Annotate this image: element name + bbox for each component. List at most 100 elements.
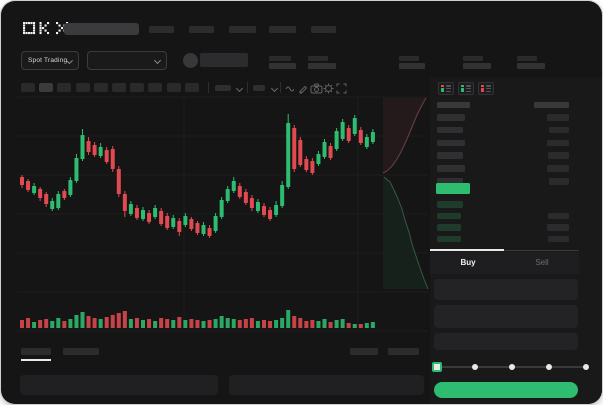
stat-label: [269, 56, 291, 61]
mode-color-square: [461, 84, 464, 87]
timeframe-button-5[interactable]: [112, 83, 126, 92]
mode-color-square: [481, 90, 484, 93]
last-price-block: [200, 53, 248, 67]
buy-row-price[interactable]: [437, 224, 461, 231]
mode-line: [466, 87, 471, 90]
trade-field-2[interactable]: [434, 333, 578, 350]
mode-color-square: [441, 90, 444, 93]
sell-row-amount[interactable]: [547, 139, 569, 147]
trade-field-0[interactable]: [434, 279, 578, 300]
slider-stop-4[interactable]: [583, 364, 589, 370]
nav-item-3[interactable]: [269, 26, 296, 33]
bottom-toolbar-block-0[interactable]: [350, 348, 378, 355]
buy-row-price[interactable]: [437, 212, 461, 219]
chevron-down-icon: [153, 56, 162, 65]
nav-item-0[interactable]: [149, 26, 174, 33]
mode-line: [446, 90, 451, 92]
bottom-tab-active-indicator: [21, 359, 51, 361]
buy-row-price[interactable]: [437, 235, 461, 242]
timeframe-button-0[interactable]: [21, 83, 35, 92]
orderbook-col-header-price: [437, 102, 470, 108]
last-price-badge[interactable]: [436, 183, 470, 194]
market-type-label: Spot Trading: [28, 57, 68, 64]
bottom-tab-0[interactable]: [21, 348, 51, 355]
timeframe-button-2[interactable]: [57, 83, 72, 92]
slider-stop-1[interactable]: [472, 364, 478, 370]
indicator-dropdown[interactable]: [215, 85, 231, 91]
mode-line: [486, 87, 491, 90]
sell-row-price[interactable]: [437, 165, 465, 172]
divider: [280, 82, 281, 93]
buy-row-amount[interactable]: [547, 224, 569, 231]
fullscreen-icon[interactable]: [336, 83, 347, 94]
timeframe-button-3[interactable]: [75, 83, 90, 92]
buy-row-amount[interactable]: [548, 212, 569, 219]
book-buys-icon[interactable]: [458, 82, 474, 95]
stat-value: [399, 62, 425, 69]
gear-icon[interactable]: [323, 83, 334, 94]
sell-row-price[interactable]: [437, 152, 463, 159]
buy-row-amount[interactable]: [548, 235, 569, 242]
bottom-tab-1[interactable]: [63, 348, 99, 355]
mode-color-square: [441, 87, 444, 90]
sell-row-amount[interactable]: [547, 114, 569, 121]
sell-row-price[interactable]: [437, 114, 465, 121]
tab-buy[interactable]: Buy: [460, 258, 476, 267]
timeframe-button-6[interactable]: [130, 83, 145, 92]
buy-sell-tabs: Buy Sell: [430, 252, 579, 274]
wave-icon[interactable]: [285, 84, 296, 93]
stat-value: [517, 62, 545, 69]
sell-row-amount[interactable]: [547, 165, 569, 172]
timeframe-button-7[interactable]: [148, 83, 163, 92]
mode-line: [466, 85, 471, 87]
timeframe-button-1[interactable]: [39, 83, 54, 92]
sell-row-price[interactable]: [437, 139, 465, 147]
book-combined-icon[interactable]: [438, 82, 454, 95]
stat-label: [463, 56, 483, 61]
tab-divider: [430, 250, 579, 251]
search-input[interactable]: [64, 23, 139, 35]
timeframe-button-8[interactable]: [166, 83, 181, 92]
mode-line: [446, 87, 451, 90]
slider-stop-3[interactable]: [546, 364, 552, 370]
tab-sell[interactable]: Sell: [535, 258, 549, 267]
sell-row-price[interactable]: [437, 126, 463, 134]
bottom-toolbar-block-1[interactable]: [388, 348, 419, 355]
divider: [208, 82, 209, 93]
sell-row-amount[interactable]: [549, 178, 569, 185]
buy-row-price[interactable]: [437, 201, 463, 208]
sell-row-amount[interactable]: [549, 126, 569, 134]
chevron-down-icon[interactable]: [270, 84, 279, 93]
submit-order-button[interactable]: [434, 382, 578, 398]
timeframe-button-4[interactable]: [93, 83, 108, 92]
market-type-dropdown[interactable]: Spot Trading: [21, 51, 79, 70]
slider-stop-2[interactable]: [509, 364, 515, 370]
sell-row-price[interactable]: [437, 178, 463, 185]
stat-value: [463, 62, 491, 69]
nav-item-1[interactable]: [189, 26, 214, 33]
divider: [247, 82, 248, 93]
stat-label: [399, 56, 419, 61]
camera-icon[interactable]: [310, 83, 323, 94]
mode-color-square: [461, 87, 464, 90]
nav-item-2[interactable]: [229, 26, 256, 33]
pencil-icon[interactable]: [298, 83, 309, 94]
chevron-down-icon[interactable]: [235, 84, 244, 93]
nav-item-4[interactable]: [311, 26, 336, 33]
pair-selector-dropdown[interactable]: [87, 51, 167, 70]
mode-line: [486, 85, 491, 87]
okx-logo: [23, 22, 69, 35]
book-sells-icon[interactable]: [478, 82, 494, 95]
timeframe-button-9[interactable]: [184, 83, 199, 92]
trade-field-1[interactable]: [434, 305, 578, 328]
stat-label: [517, 56, 537, 61]
orderbook-col-header-amount: [534, 102, 569, 108]
slider-handle[interactable]: [432, 362, 442, 372]
mode-line: [466, 90, 471, 92]
mode-color-square: [461, 90, 464, 93]
sell-row-amount[interactable]: [548, 152, 569, 159]
mode-color-square: [481, 84, 484, 87]
mode-line: [446, 85, 451, 87]
overlay-dropdown[interactable]: [253, 85, 265, 91]
